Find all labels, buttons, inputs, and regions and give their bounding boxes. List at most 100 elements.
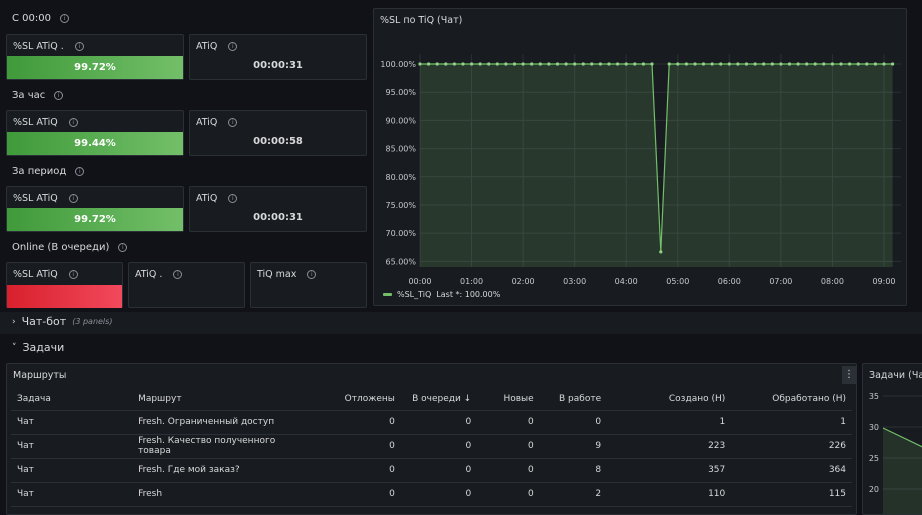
table-row[interactable]: Чат Fresh. Качество полученного товара 0 0 0… xyxy=(11,434,852,459)
info-icon[interactable]: i xyxy=(75,167,85,176)
data-point xyxy=(667,62,671,66)
data-point xyxy=(727,62,731,66)
sl-atiq-panel-online: %SL ATiQ i xyxy=(6,262,123,308)
section-tasks[interactable]: ˅ Задачи xyxy=(12,341,65,354)
table-cell: 1 xyxy=(607,410,732,435)
sl-tiq-chart-panel: %SL по TiQ (Чат) 100.00% 95.00% 90.00% 85.0… xyxy=(373,8,907,306)
data-point xyxy=(744,62,749,66)
column-header[interactable]: В очереди ↓ xyxy=(400,388,478,411)
row-title-period: За период i xyxy=(12,166,85,177)
y-tick-label: 85.00% xyxy=(385,145,416,154)
row-title-last-hour: За час i xyxy=(12,90,64,101)
table-cell: 0 xyxy=(400,434,478,459)
section-chatbot-bg xyxy=(0,312,922,334)
tasks-series-area xyxy=(883,428,922,514)
data-point xyxy=(521,62,525,66)
data-point xyxy=(478,62,482,66)
sl-bar: 99.72% xyxy=(7,208,183,231)
table-cell: 110 xyxy=(607,482,732,507)
table-cell: 364 xyxy=(731,458,852,483)
data-point xyxy=(693,62,697,66)
sl-bar: 99.72% xyxy=(7,56,183,79)
table-cell: Fresh. Где мой заказ? xyxy=(132,458,304,483)
info-icon[interactable]: i xyxy=(228,194,238,203)
table-cell: 0 xyxy=(477,434,540,459)
x-tick-label: 06:00 xyxy=(718,277,741,286)
data-point xyxy=(512,62,517,66)
info-icon[interactable]: i xyxy=(307,270,317,279)
table-cell: 0 xyxy=(400,410,478,435)
table-cell: 0 xyxy=(303,458,401,483)
table-cell: 226 xyxy=(731,434,852,459)
tasks-chart: 35 30 25 20 xyxy=(869,392,922,514)
sl-atiq-panel-3: %SL ATiQ i 99.72% xyxy=(6,186,184,232)
x-tick-label: 00:00 xyxy=(408,277,431,286)
info-icon[interactable]: i xyxy=(74,42,84,51)
atiq-value: 00:00:31 xyxy=(253,60,303,71)
data-point xyxy=(435,62,439,66)
section-chatbot[interactable]: › Чат-бот (3 panels) xyxy=(12,315,113,328)
sl-bar: 99.44% xyxy=(7,132,183,155)
info-icon[interactable]: i xyxy=(68,194,78,203)
atiq-panel-online: ATiQ .i xyxy=(128,262,245,308)
data-point xyxy=(736,62,740,66)
data-point xyxy=(787,62,792,66)
table-cell: Чат xyxy=(11,458,133,483)
column-header[interactable]: Задача xyxy=(11,388,133,411)
data-point xyxy=(848,62,852,66)
table-cell: 0 xyxy=(400,458,478,483)
data-point xyxy=(538,62,542,66)
info-icon[interactable]: i xyxy=(228,42,238,51)
info-icon[interactable]: i xyxy=(59,14,69,23)
info-icon[interactable]: i xyxy=(118,243,128,252)
data-point xyxy=(684,62,688,66)
info-icon[interactable]: i xyxy=(228,118,238,127)
tasks-series-line xyxy=(882,427,922,448)
data-point xyxy=(659,250,663,254)
column-header[interactable]: Маршрут xyxy=(132,388,304,411)
data-point xyxy=(573,62,577,66)
info-icon[interactable]: i xyxy=(173,270,183,279)
data-point xyxy=(641,62,645,66)
x-tick-label: 08:00 xyxy=(821,277,844,286)
tasks-chart-panel: Задачи (Чат 35 30 25 20 xyxy=(862,363,922,515)
atiq-panel-1: ATiQ i 00:00:31 xyxy=(189,34,367,80)
column-header[interactable]: Новые xyxy=(477,388,540,411)
data-point xyxy=(624,62,628,66)
x-tick-label: 05:00 xyxy=(666,277,689,286)
table-cell: 1 xyxy=(731,410,852,435)
table-cell: 0 xyxy=(539,410,608,435)
chart-legend[interactable]: %SL_TiQ Last *: 100.00% xyxy=(383,290,500,299)
info-icon[interactable]: i xyxy=(68,270,78,279)
table-row[interactable]: Чат Fresh. Ограниченный доступ 0 0 0 0 1 1 xyxy=(11,410,852,435)
sl-tiq-chart: 100.00% 95.00% 90.00% 85.00% 80.00% 75.00% 70.… xyxy=(380,54,901,286)
data-point xyxy=(564,62,568,66)
row-title-since-midnight: С 00:00 i xyxy=(12,13,69,24)
routes-panel: Маршруты ⋮ Задача Маршрут Отложены В очеред… xyxy=(6,363,857,515)
column-header[interactable]: В работе xyxy=(539,388,608,411)
table-row[interactable]: Чат Fresh. Где мой заказ? 0 0 0 8 357 364 xyxy=(11,458,852,483)
info-icon[interactable]: i xyxy=(54,91,64,100)
column-header[interactable]: Создано (Н) xyxy=(607,388,732,411)
data-point xyxy=(779,62,783,66)
info-icon[interactable]: i xyxy=(68,118,78,127)
column-header[interactable]: Обработано (Н) xyxy=(731,388,852,411)
table-cell: 2 xyxy=(539,482,608,507)
table-row[interactable]: Чат Fresh 0 0 0 2 110 115 xyxy=(11,482,852,507)
y-tick-label: 75.00% xyxy=(385,201,416,210)
column-header[interactable]: Отложены xyxy=(303,388,401,411)
data-point xyxy=(762,62,766,66)
data-point xyxy=(839,62,843,66)
table-cell: 0 xyxy=(303,410,401,435)
data-point xyxy=(555,62,560,66)
data-point xyxy=(495,62,499,66)
data-point xyxy=(504,62,508,66)
panel-menu-icon[interactable]: ⋮ xyxy=(842,366,856,384)
routes-table-wrap: Задача Маршрут Отложены В очереди ↓ Новые В р… xyxy=(11,388,852,507)
table-cell: 357 xyxy=(607,458,732,483)
chevron-down-icon: ˅ xyxy=(12,342,17,353)
y-tick-label: 65.00% xyxy=(385,257,416,266)
table-cell: 0 xyxy=(477,458,540,483)
y-tick-label: 25 xyxy=(869,454,879,463)
data-point xyxy=(796,62,800,66)
